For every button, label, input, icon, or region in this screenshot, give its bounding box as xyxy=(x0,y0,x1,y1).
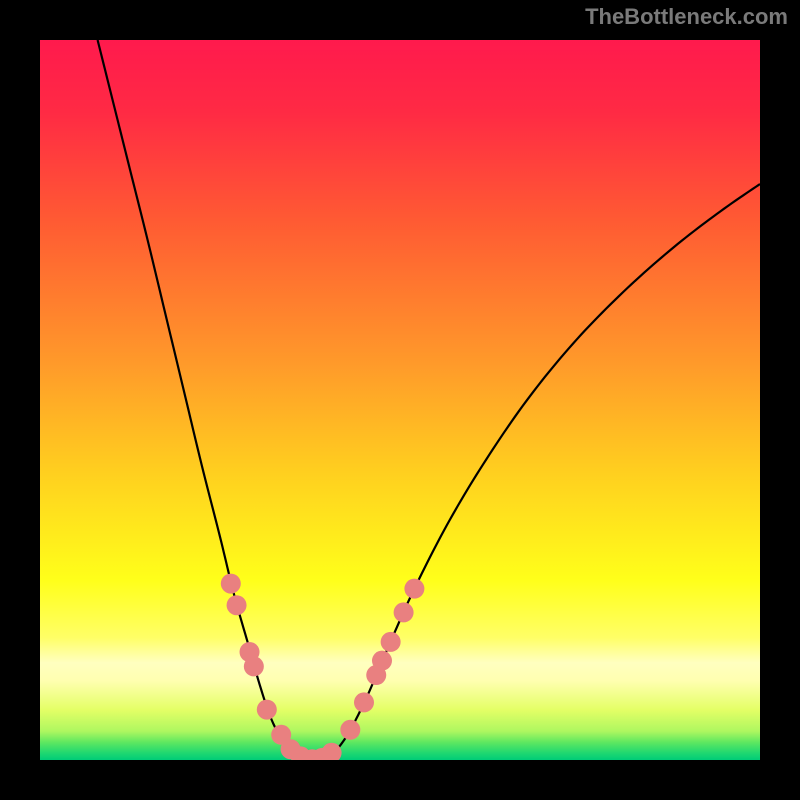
data-marker xyxy=(404,579,424,599)
plot-background xyxy=(40,40,760,760)
data-marker xyxy=(221,574,241,594)
watermark-text: TheBottleneck.com xyxy=(585,4,788,30)
data-marker xyxy=(381,632,401,652)
data-marker xyxy=(257,700,277,720)
data-marker xyxy=(340,720,360,740)
plot-svg xyxy=(40,40,760,760)
data-marker xyxy=(354,692,374,712)
figure-container: TheBottleneck.com xyxy=(0,0,800,800)
data-marker xyxy=(372,651,392,671)
data-marker xyxy=(394,602,414,622)
data-marker xyxy=(227,595,247,615)
data-marker xyxy=(244,656,264,676)
